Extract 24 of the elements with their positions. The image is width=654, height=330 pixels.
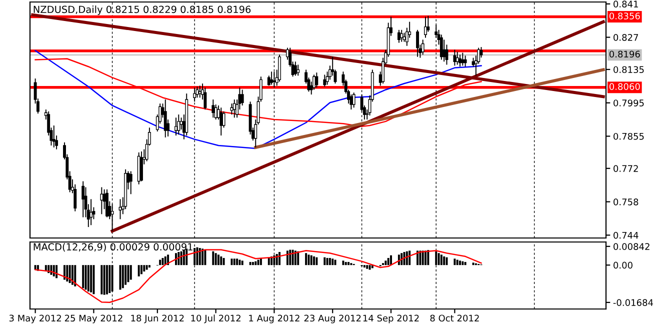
x-tick-label: 14 Sep 2012	[363, 314, 419, 324]
ref-line-label: 0.8356	[609, 12, 640, 20]
x-tick-label: 23 Aug 2012	[304, 314, 361, 324]
y-tick-label: 0.00842	[614, 243, 650, 250]
ref-line-label: 0.8060	[609, 83, 640, 90]
x-tick-label: 1 Aug 2012	[249, 314, 300, 324]
y-tick-label: 0.00	[614, 262, 632, 269]
y-tick-label: 0.827	[614, 34, 638, 41]
x-tick-label: 10 Jul 2012	[191, 314, 240, 324]
chart-title: NZDUSD,Daily 0.8215 0.8229 0.8185 0.8196	[34, 6, 251, 15]
y-tick-label: 0.841	[614, 0, 638, 8]
ref-line-label: 0.8196	[609, 50, 640, 58]
y-tick-label: 0.758	[614, 198, 638, 206]
y-tick-label: 0.772	[614, 165, 638, 172]
x-tick-label: 3 May 2012	[9, 314, 61, 324]
chart-title: MACD(12,26,9) 0.00029 0.00091	[34, 243, 192, 252]
x-tick-label: 25 May 2012	[64, 314, 122, 324]
x-tick-label: 8 Oct 2012	[430, 314, 479, 322]
y-tick-label: 0.744	[614, 232, 638, 239]
y-tick-label: 0.7855	[614, 132, 644, 140]
y-tick-label: -0.01684	[613, 299, 654, 306]
y-tick-label: 0.8135	[614, 66, 644, 74]
x-tick-label: 18 Jun 2012	[131, 314, 184, 324]
y-tick-label: 0.7995	[614, 100, 644, 106]
